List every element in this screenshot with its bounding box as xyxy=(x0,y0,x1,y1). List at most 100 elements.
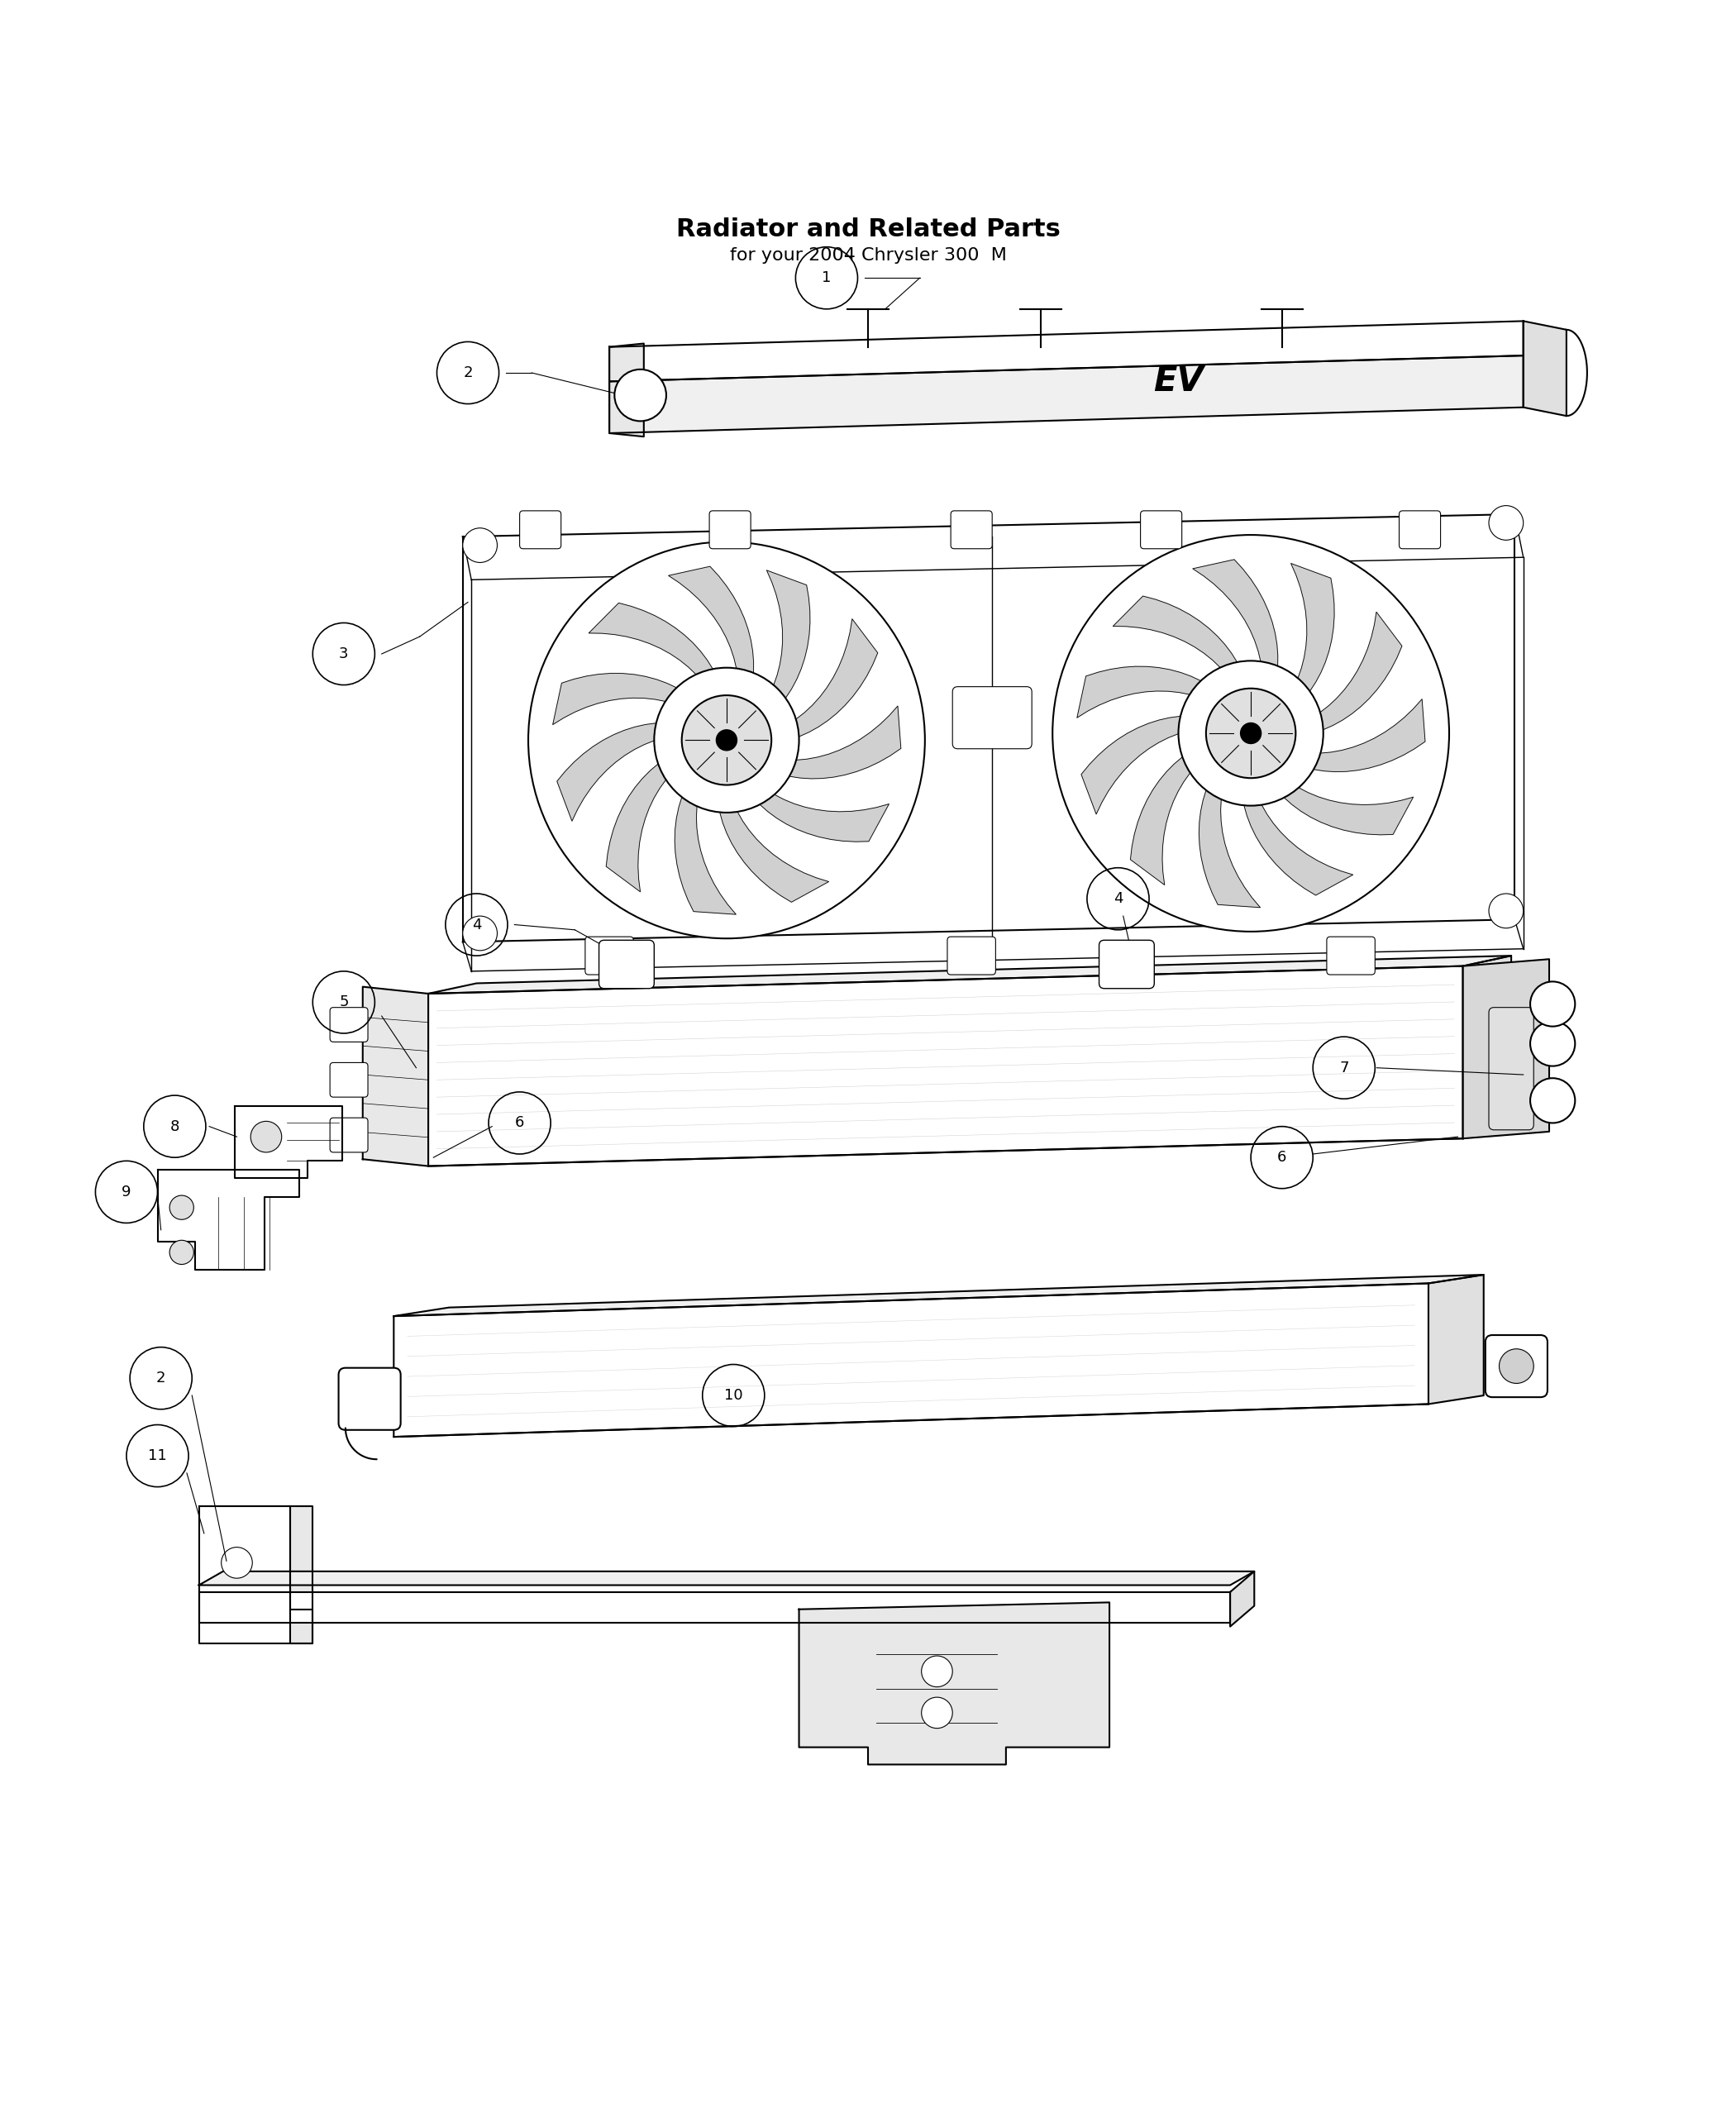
FancyBboxPatch shape xyxy=(519,510,561,548)
FancyBboxPatch shape xyxy=(1486,1334,1547,1398)
Polygon shape xyxy=(1193,559,1278,677)
Polygon shape xyxy=(609,320,1522,382)
Polygon shape xyxy=(589,603,717,683)
Circle shape xyxy=(1207,689,1295,778)
FancyBboxPatch shape xyxy=(710,510,750,548)
Polygon shape xyxy=(200,1570,1255,1585)
FancyBboxPatch shape xyxy=(585,936,634,974)
Text: 6: 6 xyxy=(516,1115,524,1130)
Text: 4: 4 xyxy=(472,917,481,932)
Polygon shape xyxy=(1304,700,1425,772)
Polygon shape xyxy=(1130,750,1198,885)
FancyBboxPatch shape xyxy=(330,1117,368,1153)
Circle shape xyxy=(464,527,496,563)
Polygon shape xyxy=(429,965,1463,1166)
Text: 8: 8 xyxy=(170,1119,179,1134)
FancyBboxPatch shape xyxy=(953,687,1031,748)
Polygon shape xyxy=(668,567,753,683)
Circle shape xyxy=(922,1657,953,1686)
Circle shape xyxy=(170,1240,194,1265)
FancyBboxPatch shape xyxy=(951,510,993,548)
Polygon shape xyxy=(1463,955,1512,1138)
Circle shape xyxy=(682,696,771,784)
Polygon shape xyxy=(1276,782,1413,835)
Polygon shape xyxy=(200,1505,312,1644)
Text: 6: 6 xyxy=(1278,1151,1286,1166)
Polygon shape xyxy=(606,757,674,892)
Circle shape xyxy=(464,917,496,951)
Polygon shape xyxy=(1113,597,1241,677)
Text: for your 2004 Chrysler 300  M: for your 2004 Chrysler 300 M xyxy=(729,247,1007,264)
Polygon shape xyxy=(557,723,667,822)
Circle shape xyxy=(1052,535,1450,932)
Circle shape xyxy=(220,1547,252,1579)
Polygon shape xyxy=(609,356,1522,432)
Polygon shape xyxy=(394,1275,1484,1315)
Polygon shape xyxy=(779,706,901,778)
Polygon shape xyxy=(394,1284,1429,1438)
Polygon shape xyxy=(363,987,429,1166)
FancyBboxPatch shape xyxy=(330,1008,368,1041)
Text: 1: 1 xyxy=(821,270,832,285)
Polygon shape xyxy=(1231,1570,1255,1627)
Circle shape xyxy=(615,369,667,422)
Polygon shape xyxy=(609,344,644,436)
Polygon shape xyxy=(1076,666,1210,717)
Text: 7: 7 xyxy=(1338,1060,1349,1075)
Polygon shape xyxy=(552,672,686,725)
Circle shape xyxy=(717,729,738,750)
Polygon shape xyxy=(1311,611,1403,734)
Circle shape xyxy=(170,1195,194,1221)
Circle shape xyxy=(1529,1077,1575,1124)
Circle shape xyxy=(654,668,799,812)
Polygon shape xyxy=(752,788,889,841)
Text: 2: 2 xyxy=(156,1370,165,1385)
Polygon shape xyxy=(158,1170,299,1269)
Polygon shape xyxy=(234,1107,342,1178)
Polygon shape xyxy=(1463,959,1549,1138)
Circle shape xyxy=(1489,506,1522,540)
FancyBboxPatch shape xyxy=(948,936,996,974)
FancyBboxPatch shape xyxy=(1399,510,1441,548)
Circle shape xyxy=(1529,982,1575,1027)
FancyBboxPatch shape xyxy=(1099,940,1154,989)
Circle shape xyxy=(1179,660,1323,805)
Circle shape xyxy=(1489,894,1522,928)
Polygon shape xyxy=(290,1505,312,1644)
Circle shape xyxy=(922,1697,953,1729)
Text: 9: 9 xyxy=(122,1185,132,1199)
Polygon shape xyxy=(464,514,1516,942)
Polygon shape xyxy=(799,1602,1109,1764)
Circle shape xyxy=(528,542,925,938)
Polygon shape xyxy=(1200,780,1260,909)
FancyBboxPatch shape xyxy=(1326,936,1375,974)
Polygon shape xyxy=(429,955,1512,993)
Polygon shape xyxy=(767,571,811,706)
Polygon shape xyxy=(200,1592,1231,1623)
Text: 3: 3 xyxy=(339,647,349,662)
Polygon shape xyxy=(786,620,878,740)
FancyBboxPatch shape xyxy=(599,940,654,989)
Polygon shape xyxy=(1241,795,1352,896)
Circle shape xyxy=(1500,1349,1533,1383)
Text: Radiator and Related Parts: Radiator and Related Parts xyxy=(675,217,1061,242)
Text: 4: 4 xyxy=(1113,892,1123,906)
Text: 5: 5 xyxy=(339,995,349,1010)
FancyBboxPatch shape xyxy=(330,1062,368,1096)
Polygon shape xyxy=(1082,717,1191,814)
Text: 2: 2 xyxy=(464,365,472,379)
Circle shape xyxy=(1529,1020,1575,1067)
Text: 11: 11 xyxy=(148,1448,167,1463)
Polygon shape xyxy=(717,801,828,902)
Text: 10: 10 xyxy=(724,1387,743,1404)
Polygon shape xyxy=(1292,563,1335,700)
Polygon shape xyxy=(1429,1275,1484,1404)
Text: EV: EV xyxy=(1153,365,1203,398)
FancyBboxPatch shape xyxy=(1489,1008,1533,1130)
Circle shape xyxy=(1241,723,1260,744)
Polygon shape xyxy=(675,786,736,915)
Circle shape xyxy=(250,1121,281,1153)
FancyBboxPatch shape xyxy=(339,1368,401,1429)
Polygon shape xyxy=(1522,320,1566,415)
FancyBboxPatch shape xyxy=(1141,510,1182,548)
